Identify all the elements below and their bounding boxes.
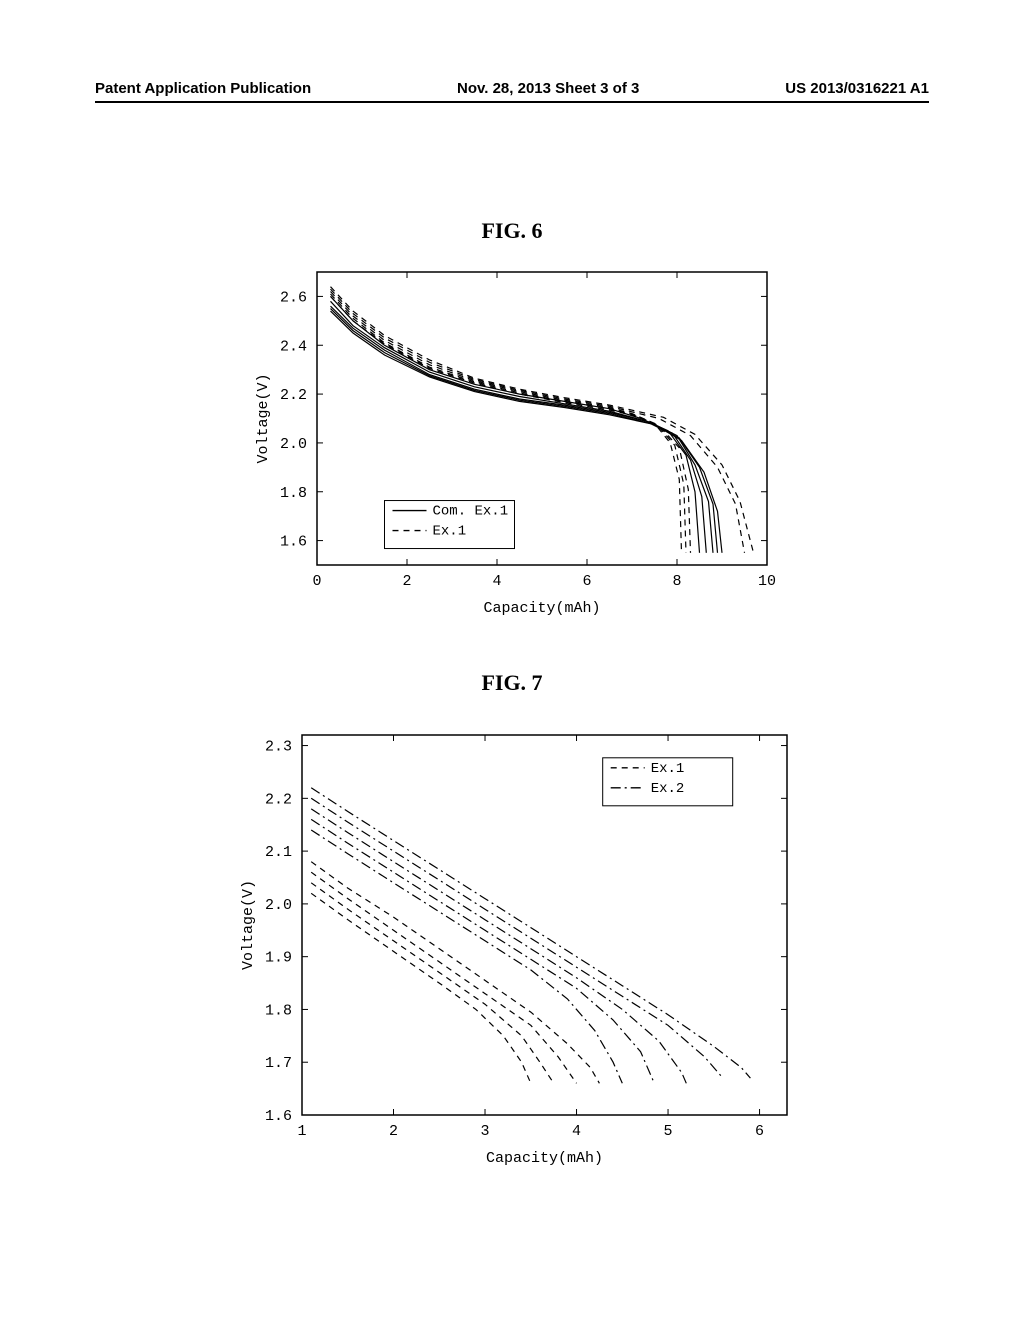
svg-text:10: 10 [758,573,776,590]
svg-text:1: 1 [297,1123,306,1140]
fig7-svg: 1 2 3 4 5 6 1.6 1.7 1.8 1.9 2.0 2.1 2.2 2.3 Capacity(m… [212,720,812,1170]
svg-text:6: 6 [582,573,591,590]
svg-text:2.2: 2.2 [265,791,292,808]
svg-text:8: 8 [672,573,681,590]
header-center: Nov. 28, 2013 Sheet 3 of 3 [457,80,639,97]
svg-text:Com. Ex.1: Com. Ex.1 [433,504,509,520]
svg-text:2: 2 [389,1123,398,1140]
svg-text:3: 3 [481,1123,490,1140]
svg-text:Ex.2: Ex.2 [651,781,685,797]
fig7-chart: 1 2 3 4 5 6 1.6 1.7 1.8 1.9 2.0 2.1 2.2 2.3 Capacity(m… [212,720,812,1170]
svg-text:1.9: 1.9 [265,950,292,967]
header-left: Patent Application Publication [95,80,311,97]
svg-text:2.6: 2.6 [280,289,307,306]
svg-text:2.3: 2.3 [265,739,292,756]
svg-text:2.1: 2.1 [265,844,292,861]
svg-text:1.6: 1.6 [280,534,307,551]
header-right: US 2013/0316221 A1 [785,80,929,97]
svg-text:2: 2 [402,573,411,590]
svg-text:2.0: 2.0 [280,436,307,453]
svg-text:Ex.1: Ex.1 [433,524,467,540]
svg-text:5: 5 [664,1123,673,1140]
svg-text:Voltage(V): Voltage(V) [240,880,257,970]
svg-text:Voltage(V): Voltage(V) [255,373,272,463]
fig6-svg: 0 2 4 6 8 10 1.6 1.8 2.0 2.2 2.4 2.6 Capacity(mAh) Vo… [232,260,792,620]
fig6-chart: 0 2 4 6 8 10 1.6 1.8 2.0 2.2 2.4 2.6 Capacity(mAh) Vo… [232,260,792,620]
svg-text:Ex.1: Ex.1 [651,761,685,777]
svg-text:4: 4 [492,573,501,590]
svg-text:6: 6 [755,1123,764,1140]
svg-text:1.6: 1.6 [265,1108,292,1125]
svg-text:Capacity(mAh): Capacity(mAh) [486,1150,603,1167]
fig7-title: FIG. 7 [0,670,1024,696]
svg-text:2.2: 2.2 [280,387,307,404]
svg-text:1.8: 1.8 [265,1002,292,1019]
svg-text:4: 4 [572,1123,581,1140]
svg-text:1.7: 1.7 [265,1055,292,1072]
svg-text:2.0: 2.0 [265,897,292,914]
svg-text:Capacity(mAh): Capacity(mAh) [483,600,600,617]
page-header: Patent Application Publication Nov. 28, … [95,80,929,103]
fig6-title: FIG. 6 [0,218,1024,244]
svg-text:0: 0 [312,573,321,590]
svg-text:1.8: 1.8 [280,485,307,502]
svg-text:2.4: 2.4 [280,338,307,355]
